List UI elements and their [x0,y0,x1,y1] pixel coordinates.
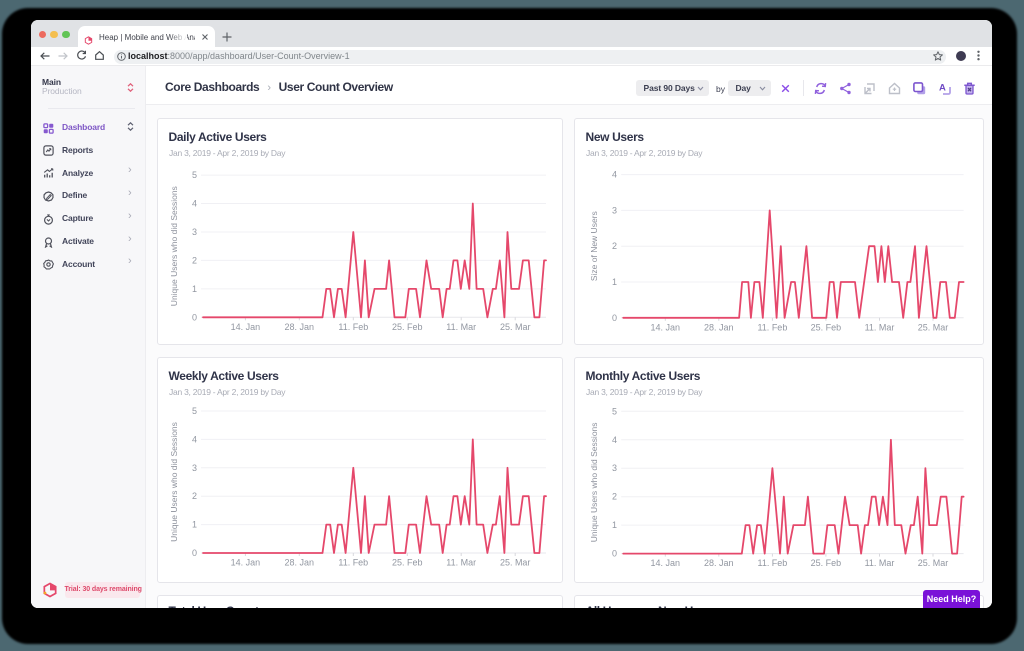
svg-text:Unique Users who did Sessions: Unique Users who did Sessions [589,423,599,543]
svg-text:28. Jan: 28. Jan [704,558,733,568]
svg-text:0: 0 [192,312,197,322]
svg-text:25. Mar: 25. Mar [918,558,948,568]
svg-text:11. Feb: 11. Feb [338,322,368,332]
svg-text:11. Feb: 11. Feb [757,322,787,332]
svg-text:2: 2 [612,492,617,502]
svg-text:3: 3 [612,464,617,474]
svg-text:25. Feb: 25. Feb [392,558,422,568]
svg-text:25. Feb: 25. Feb [811,558,841,568]
svg-text:Unique Users who did Sessions: Unique Users who did Sessions [169,186,179,306]
svg-text:14. Jan: 14. Jan [651,558,680,568]
svg-text:3: 3 [612,205,617,215]
svg-text:1: 1 [612,520,617,530]
svg-text:0: 0 [612,549,617,559]
svg-text:11. Mar: 11. Mar [446,322,476,332]
svg-text:11. Mar: 11. Mar [446,558,476,568]
svg-text:4: 4 [612,435,617,445]
svg-text:5: 5 [612,407,617,417]
svg-text:14. Jan: 14. Jan [651,322,681,332]
svg-text:25. Mar: 25. Mar [500,322,531,332]
svg-text:2: 2 [612,241,617,251]
svg-text:25. Mar: 25. Mar [500,558,530,568]
svg-text:5: 5 [192,406,197,416]
svg-text:11. Feb: 11. Feb [338,558,368,568]
svg-text:2: 2 [192,492,197,502]
svg-text:3: 3 [192,227,197,237]
svg-text:28. Jan: 28. Jan [285,322,315,332]
svg-text:5: 5 [192,170,197,180]
svg-text:28. Jan: 28. Jan [285,558,314,568]
svg-text:1: 1 [612,277,617,287]
svg-text:28. Jan: 28. Jan [704,322,734,332]
svg-text:25. Feb: 25. Feb [811,322,842,332]
svg-text:3: 3 [192,463,197,473]
svg-text:4: 4 [192,435,197,445]
svg-text:A: A [939,82,946,93]
svg-text:2: 2 [192,255,197,265]
svg-text:14. Jan: 14. Jan [231,322,261,332]
svg-text:4: 4 [192,199,197,209]
svg-text:0: 0 [612,313,617,323]
svg-text:14. Jan: 14. Jan [231,558,260,568]
svg-text:25. Feb: 25. Feb [392,322,423,332]
svg-text:Unique Users who did Sessions: Unique Users who did Sessions [169,422,179,542]
svg-text:25. Mar: 25. Mar [918,322,949,332]
svg-text:4: 4 [612,170,617,180]
svg-text:11. Feb: 11. Feb [757,558,787,568]
svg-text:1: 1 [192,284,197,294]
svg-text:Size of New Users: Size of New Users [589,211,599,281]
svg-text:11. Mar: 11. Mar [865,322,895,332]
svg-text:1: 1 [192,520,197,530]
svg-text:0: 0 [192,548,197,558]
svg-text:11. Mar: 11. Mar [865,558,895,568]
